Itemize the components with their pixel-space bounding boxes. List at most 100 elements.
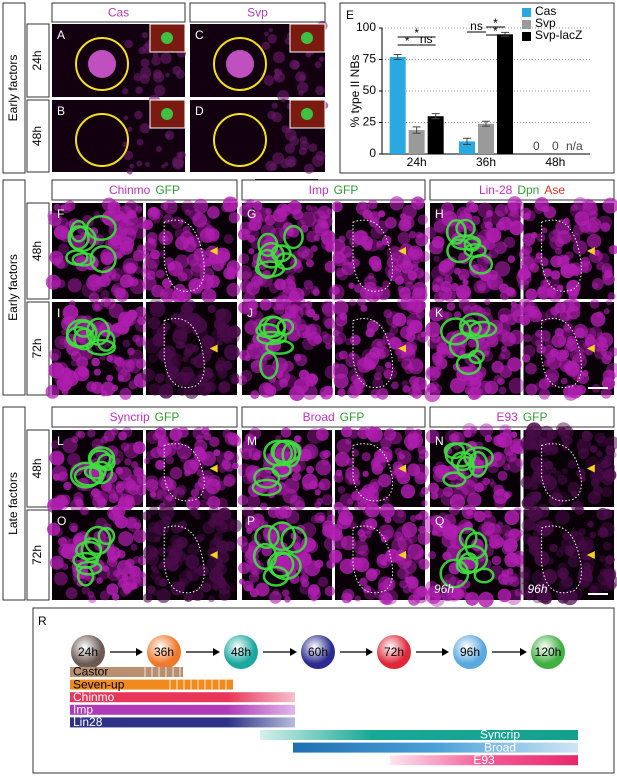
cell [274,68,283,76]
cell [223,266,236,280]
cell [504,509,520,526]
cell [589,582,603,596]
cell [484,380,499,395]
cell [284,143,296,154]
panel-letter: G [247,207,256,221]
cell [442,551,452,561]
cell [335,267,346,278]
cell [333,373,349,389]
cell [526,422,542,438]
side-label: Early factors [6,254,20,321]
cell [178,151,186,159]
stage-label: 120h [535,645,562,659]
cell [416,585,428,598]
cell [549,543,558,553]
cell [390,321,398,329]
cell [538,519,555,536]
cell [542,268,551,277]
label-box [2,2,26,174]
panel-letter: J [247,306,253,320]
cell [313,234,321,242]
cell [507,357,522,372]
cell [116,559,133,576]
cell [141,511,152,521]
cell [367,215,376,224]
cell [491,360,504,374]
cell [214,247,231,263]
gfp-cell [258,241,285,269]
cell [346,498,353,505]
cell [150,447,162,459]
arrowhead [398,551,406,559]
cell [564,251,574,261]
gfp-cell [473,567,495,584]
cell [286,158,296,168]
cell [124,200,138,215]
cell [370,388,381,399]
cell [182,372,197,386]
factor-label: Seven-up [73,677,125,691]
cell [111,384,119,392]
cell [597,527,609,538]
arrow-head [442,648,449,656]
cell [601,473,614,486]
cell [58,243,70,255]
panel-letter: K [435,306,443,320]
cell [310,245,318,253]
cell [217,322,224,329]
cell [207,304,216,313]
cell [141,259,158,276]
cell [232,462,239,470]
column-header: Lin-28 Dpn Ase [479,183,565,197]
cell [59,338,66,345]
cell [96,577,103,584]
cell [223,344,240,361]
clone-outline [541,219,582,292]
cell [443,311,453,321]
cell [154,536,161,543]
cell [554,470,562,478]
cell [337,388,346,397]
cell [408,385,420,397]
cell [88,595,97,604]
cell [310,515,320,524]
stage-circle [147,635,181,669]
panel-letter: D [195,104,204,118]
cell [58,543,72,558]
column-header: Syncrip GFP [110,410,180,424]
cell [196,469,204,477]
cell [289,495,305,511]
cell [81,586,90,595]
cell [281,589,290,597]
legend-swatch [522,8,531,17]
cell [271,102,278,109]
stage-circle [71,635,105,669]
cell [359,577,368,587]
cell [522,344,536,358]
cell [221,203,231,213]
cell [525,431,538,444]
cell [493,434,507,448]
header-box [189,2,326,23]
factor-label: Syncrip [480,728,520,742]
gfp-cell [75,560,103,576]
cell [100,297,111,308]
gfp-cell [253,467,281,489]
cell [600,222,611,232]
cell [158,383,174,399]
cell [607,581,617,591]
cell [496,329,510,343]
cell [123,150,134,161]
factor-bar [293,742,578,753]
cell [100,251,115,266]
cell [348,282,355,289]
cell [417,531,432,545]
cell [161,278,173,289]
cell [350,556,357,564]
cell [360,304,368,312]
clone-outline [352,525,394,594]
cell [118,531,134,547]
cell [119,387,132,400]
header-word: Chinmo [109,183,151,197]
cell [158,230,174,246]
